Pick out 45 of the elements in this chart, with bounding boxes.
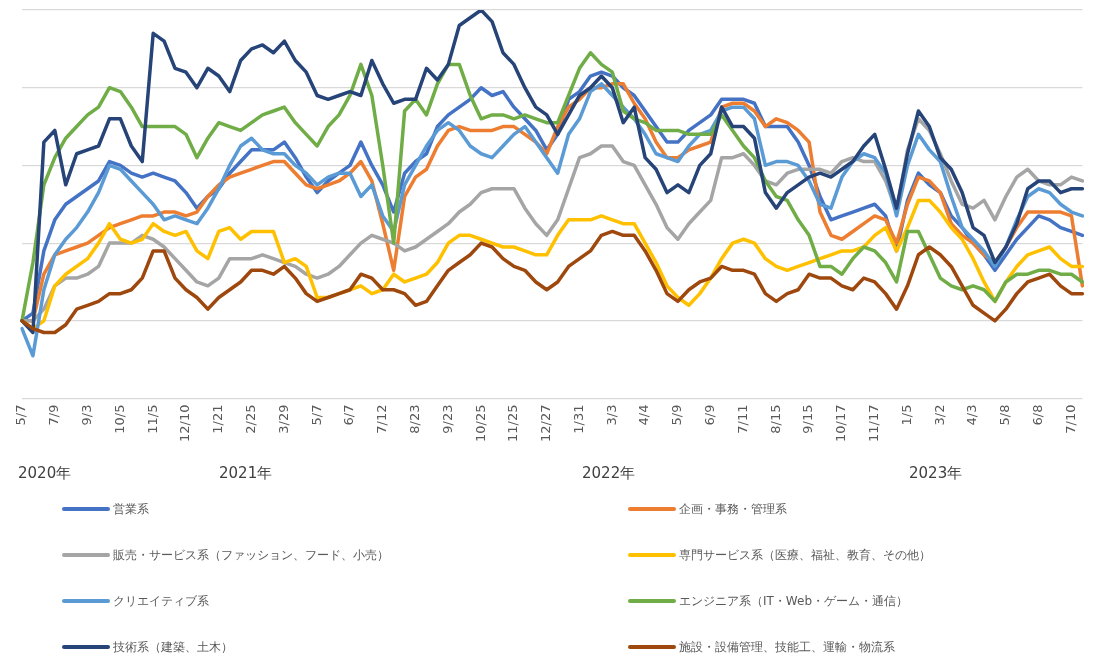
x-tick-label: 6/7 <box>341 404 357 426</box>
legend-label: 施設・設備管理、技能工、運輸・物流系 <box>679 638 895 656</box>
x-tick-label: 7/11 <box>734 404 750 434</box>
x-tick-label: 5/8 <box>997 404 1013 426</box>
text: 2021年 <box>219 464 273 482</box>
legend-label: 企画・事務・管理系 <box>679 500 787 518</box>
legend-label: クリエイティブ系 <box>113 592 209 610</box>
x-tick-label: 8/23 <box>406 404 422 434</box>
x-tick-label: 5/7 <box>13 404 29 426</box>
x-tick-label: 12/10 <box>177 404 193 442</box>
x-tick-label: 11/17 <box>866 404 882 442</box>
x-tick-label: 2/25 <box>242 404 258 434</box>
legend-label: 技術系（建築、土木） <box>113 638 233 656</box>
x-tick-label: 1/21 <box>210 404 226 434</box>
x-tick-label: 12/27 <box>538 404 554 442</box>
x-tick-label: 8/15 <box>767 404 783 434</box>
x-tick-label: 6/9 <box>702 404 718 426</box>
x-tick-label: 3/3 <box>603 404 619 426</box>
text: 2023年 <box>909 464 963 482</box>
x-tick-label: 1/5 <box>898 404 914 426</box>
x-tick-label: 10/17 <box>833 404 849 442</box>
legend-label: エンジニア系（IT・Web・ゲーム・通信） <box>679 592 909 610</box>
x-tick-label: 9/3 <box>78 404 94 426</box>
x-tick-label: 9/15 <box>800 404 816 434</box>
x-tick-label: 6/8 <box>1030 404 1046 426</box>
text: 2020年 <box>18 464 72 482</box>
x-tick-label: 9/23 <box>439 404 455 434</box>
x-tick-label: 3/29 <box>275 404 291 434</box>
x-tick-label: 1/31 <box>570 404 586 434</box>
text: 2022年 <box>582 464 636 482</box>
x-tick-label: 7/10 <box>1062 404 1078 434</box>
x-tick-label: 5/7 <box>308 404 324 426</box>
x-tick-label: 11/5 <box>144 404 160 434</box>
x-tick-label: 5/9 <box>669 404 685 426</box>
legend-label: 専門サービス系（医療、福祉、教育、その他） <box>679 546 931 564</box>
x-tick-label: 3/2 <box>931 404 947 426</box>
x-tick-label: 11/25 <box>505 404 521 442</box>
x-tick-label: 7/12 <box>374 404 390 434</box>
legend-label: 営業系 <box>113 500 149 518</box>
x-tick-label: 7/9 <box>46 404 62 426</box>
x-tick-label: 10/25 <box>472 404 488 442</box>
x-tick-label: 4/4 <box>636 404 652 426</box>
legend-label: 販売・サービス系（ファッション、フード、小売） <box>113 546 389 564</box>
x-tick-label: 4/3 <box>964 404 980 426</box>
x-tick-label: 10/5 <box>111 404 127 434</box>
